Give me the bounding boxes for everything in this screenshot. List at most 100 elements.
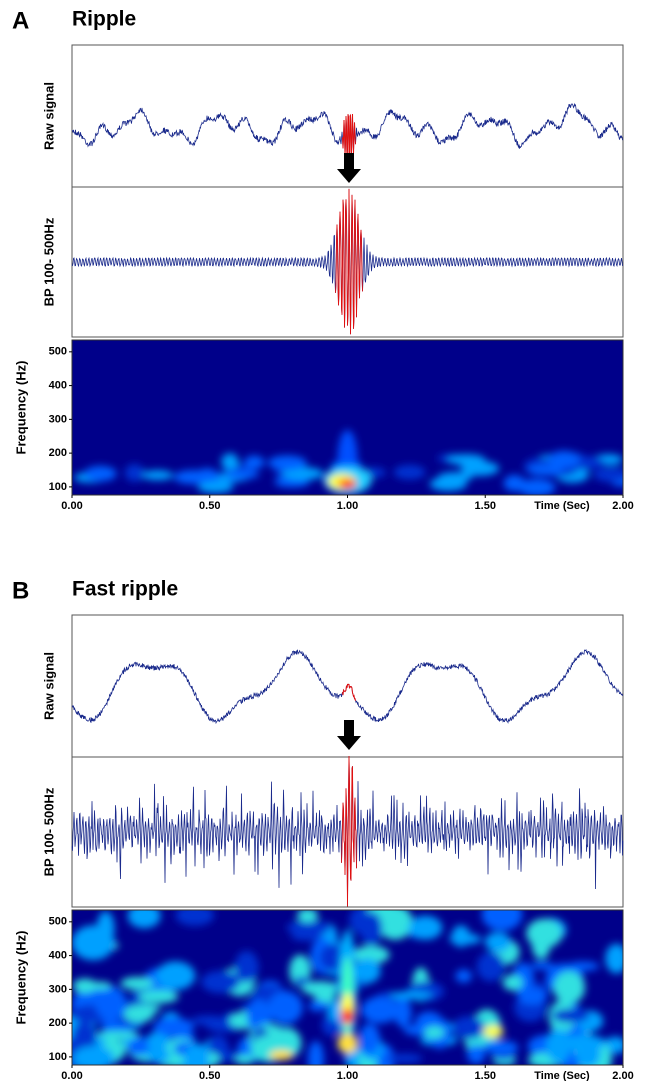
- y-axis-label: Frequency (Hz): [13, 931, 28, 1025]
- bp-label: BP 100- 500Hz: [41, 787, 56, 876]
- power-blob: [553, 971, 585, 1004]
- power-blob: [72, 925, 115, 961]
- power-blob: [354, 958, 381, 984]
- x-tick-label: 0.50: [199, 1070, 220, 1081]
- spectrogram: [72, 340, 623, 495]
- power-blob: [408, 915, 443, 940]
- power-blob: [361, 996, 399, 1024]
- bp-event: [335, 188, 363, 335]
- bp-label: BP 100- 500Hz: [41, 217, 56, 306]
- y-axis-label: Frequency (Hz): [13, 361, 28, 455]
- power-blob: [576, 1039, 601, 1065]
- power-blob: [268, 991, 303, 1025]
- x-tick-label: 1.50: [475, 1070, 496, 1081]
- power-blob: [341, 1008, 354, 1025]
- power-blob: [452, 1016, 485, 1039]
- power-blob: [144, 1031, 173, 1064]
- panel-title: Ripple: [72, 8, 136, 31]
- power-blob: [308, 1000, 328, 1012]
- power-blob: [88, 981, 112, 990]
- power-blob: [96, 1030, 140, 1040]
- power-blob: [225, 470, 260, 479]
- power-blob: [517, 478, 556, 495]
- x-tick-label: 0.00: [61, 1070, 82, 1081]
- raw-label: Raw signal: [41, 652, 56, 720]
- power-blob: [173, 470, 213, 485]
- panel-label: B: [12, 577, 29, 604]
- power-blob: [484, 932, 511, 952]
- y-tick-label: 100: [49, 481, 67, 493]
- x-tick-label: 1.00: [337, 1070, 358, 1081]
- x-tick-label: 2.00: [612, 500, 633, 512]
- power-blob: [72, 1045, 115, 1065]
- power-blob: [393, 464, 426, 480]
- y-tick-label: 200: [49, 447, 67, 459]
- power-blob: [267, 455, 307, 471]
- raw-event: [342, 683, 356, 701]
- y-tick-label: 400: [49, 379, 67, 391]
- power-blob: [127, 910, 161, 929]
- y-tick-label: 500: [49, 346, 67, 358]
- power-blob: [429, 476, 467, 492]
- x-tick-label: 2.00: [612, 1070, 633, 1081]
- y-tick-label: 100: [49, 1051, 67, 1063]
- y-tick-label: 500: [49, 916, 67, 928]
- power-blob: [448, 933, 482, 945]
- power-blob: [359, 1023, 380, 1055]
- power-blob: [244, 455, 265, 470]
- power-blob: [552, 1008, 590, 1023]
- raw-label: Raw signal: [41, 82, 56, 150]
- event-arrow: [337, 153, 361, 183]
- spectrogram: [72, 910, 623, 1065]
- power-blob: [605, 943, 623, 974]
- power-blob: [302, 981, 338, 996]
- power-blob: [124, 464, 145, 482]
- power-blob: [593, 467, 623, 483]
- power-blob: [84, 465, 117, 482]
- power-blob: [483, 1040, 519, 1055]
- power-blob: [191, 1015, 226, 1026]
- power-blob: [297, 910, 319, 923]
- power-blob: [221, 453, 239, 470]
- power-blob: [175, 910, 215, 926]
- power-blob: [127, 1037, 149, 1056]
- x-tick-label: 0.50: [199, 500, 220, 512]
- power-blob: [546, 1028, 571, 1063]
- power-blob: [455, 969, 472, 983]
- spectrogram-blobs: [73, 429, 623, 495]
- power-blob: [476, 952, 505, 982]
- power-blob: [527, 464, 564, 476]
- x-tick-label: 0.00: [61, 500, 82, 512]
- power-blob: [359, 912, 383, 946]
- power-blob: [481, 910, 523, 931]
- power-blob: [394, 998, 412, 1028]
- x-tick-label: 1.00: [337, 500, 358, 512]
- power-blob: [153, 1017, 195, 1037]
- power-blob: [282, 466, 324, 481]
- power-blob: [197, 481, 234, 494]
- panel-label: A: [12, 7, 29, 34]
- power-blob: [446, 454, 486, 466]
- power-blob: [530, 961, 555, 970]
- power-blob: [352, 945, 390, 964]
- bp-event: [341, 755, 357, 907]
- power-blob: [424, 1026, 445, 1039]
- power-blob: [502, 974, 523, 991]
- power-blob: [517, 987, 547, 1005]
- panel-title: Fast ripple: [72, 578, 178, 601]
- y-tick-label: 300: [49, 413, 67, 425]
- power-blob: [294, 976, 311, 986]
- power-blob: [307, 1041, 324, 1065]
- y-tick-label: 200: [49, 1017, 67, 1029]
- power-blob: [338, 479, 357, 490]
- spectrogram-blobs: [72, 910, 623, 1065]
- power-blob: [183, 1043, 210, 1065]
- y-tick-label: 300: [49, 983, 67, 995]
- power-blob: [389, 991, 433, 1000]
- power-blob: [286, 920, 331, 936]
- x-axis-label: Time (Sec): [534, 500, 590, 512]
- power-blob: [466, 1045, 486, 1064]
- power-blob: [156, 961, 196, 990]
- power-blob: [387, 1053, 423, 1064]
